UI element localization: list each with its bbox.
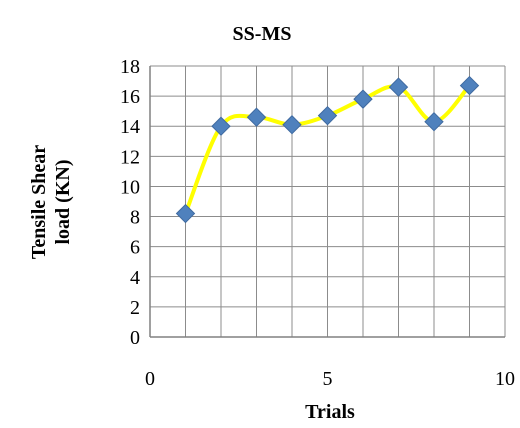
y-tick-label: 14	[120, 116, 140, 138]
y-tick-label: 4	[130, 267, 140, 289]
x-tick-label: 10	[495, 368, 515, 390]
data-point	[175, 203, 196, 224]
data-point	[388, 77, 409, 97]
y-tick-label: 0	[130, 327, 140, 349]
y-axis-title-line-1: Tensile Shear	[28, 145, 50, 259]
axes	[149, 66, 505, 338]
y-tick-label: 12	[120, 146, 140, 168]
y-axis-title: Tensile Shear load (KN)	[28, 145, 74, 259]
y-tick-label: 6	[130, 237, 140, 259]
data-point	[317, 105, 338, 126]
x-tick-label: 0	[145, 368, 155, 390]
data-point	[424, 111, 444, 132]
x-tick-labels: 0 5 10	[145, 368, 515, 390]
data-point	[211, 116, 231, 136]
chart-title: SS-MS	[233, 23, 292, 45]
y-tick-label: 8	[130, 207, 140, 229]
x-tick-label: 5	[323, 368, 333, 390]
y-tick-label: 16	[120, 86, 140, 108]
y-tick-label: 10	[120, 176, 140, 198]
y-tick-label: 18	[120, 56, 140, 78]
y-axis-title-line-2: load (KN)	[52, 160, 74, 245]
y-tick-label: 2	[130, 297, 140, 319]
data-point	[282, 115, 302, 135]
data-point	[353, 89, 373, 109]
data-point	[459, 75, 480, 96]
series-markers	[175, 75, 480, 224]
data-point	[246, 107, 267, 127]
x-axis-title: Trials	[305, 401, 355, 423]
y-tick-labels: 0 2 4 6 8 10 12 14 16 18	[120, 56, 140, 349]
